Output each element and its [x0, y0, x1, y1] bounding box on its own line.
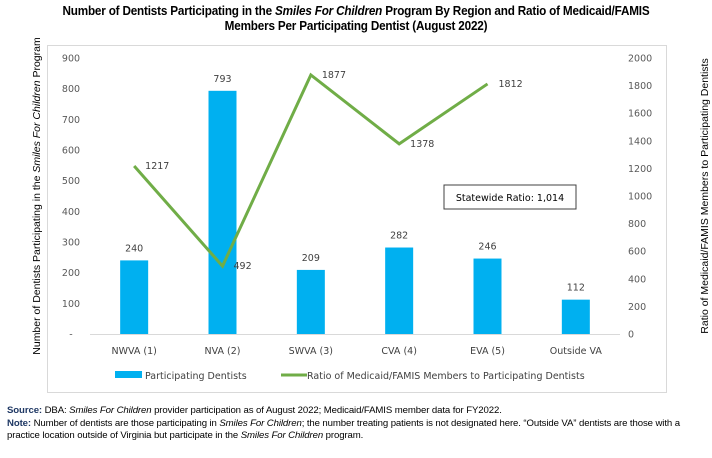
left-tick-label: 300 [62, 238, 80, 249]
source-line: Source: DBA: Smiles For Children provide… [7, 405, 707, 418]
chart-title: Number of Dentists Participating in the … [62, 4, 650, 33]
x-tick-label: CVA (4) [381, 346, 417, 357]
x-axis-ticks: NWVA (1) NVA (2) SWVA (3) CVA (4) EVA (5) Out… [111, 346, 602, 357]
line-value-label: 1378 [410, 139, 434, 150]
bar-value-label: 246 [478, 242, 496, 253]
statewide-ratio-annotation: Statewide Ratio: 1,014 [443, 184, 577, 210]
annotation-text: Statewide Ratio: 1,014 [456, 193, 564, 204]
left-axis-title-part: Number of Dentists Participating in the [31, 173, 43, 355]
source-text: DBA: Smiles For Children provider partic… [42, 405, 502, 416]
line-series [133, 72, 489, 269]
right-tick-label: 800 [628, 219, 646, 230]
bar-data-labels: 240 793 209 282 246 112 [125, 74, 585, 294]
left-axis-title: Number of Dentists Participating in the … [31, 37, 43, 355]
line-value-label: 1217 [145, 161, 169, 172]
bar [120, 260, 149, 334]
bar-value-label: 112 [567, 283, 585, 294]
bar [473, 258, 502, 334]
bar-value-label: 240 [125, 243, 143, 254]
source-label: Source: [7, 405, 43, 416]
left-tick-label: 600 [62, 146, 80, 157]
left-axis-ticks: - 100 200 300 400 500 600 700 800 900 [62, 54, 80, 341]
annotation-box [443, 184, 577, 210]
bar [208, 90, 237, 335]
right-tick-label: 400 [628, 274, 646, 285]
left-tick-label: 700 [62, 115, 80, 126]
note-text: Number of dentists are those participati… [7, 417, 680, 442]
left-axis-title-part: Smiles For Children [31, 80, 43, 172]
line-path [133, 72, 489, 269]
left-tick-label: - [69, 330, 72, 341]
x-tick-label: NVA (2) [205, 346, 241, 357]
right-tick-label: 1600 [628, 109, 652, 120]
legend-swatch-bar [115, 371, 142, 378]
bar-series [120, 90, 590, 335]
left-axis-title-part: Program [31, 37, 43, 80]
bar-value-label: 793 [213, 74, 231, 85]
right-tick-label: 1200 [628, 164, 652, 175]
left-tick-label: 900 [62, 54, 80, 65]
line-value-label: 492 [234, 261, 252, 272]
right-tick-label: 1000 [628, 192, 652, 203]
left-tick-label: 400 [62, 207, 80, 218]
note-line: Note: Number of dentists are those parti… [7, 418, 707, 443]
line-value-label: 1812 [499, 79, 523, 90]
right-tick-label: 2000 [628, 54, 652, 65]
bar [296, 269, 325, 334]
line-data-labels: 1217 492 1877 1378 1812 [145, 70, 523, 272]
left-tick-label: 500 [62, 176, 80, 187]
bar-value-label: 209 [302, 253, 320, 264]
legend-label-line: Ratio of Medicaid/FAMIS Members to Parti… [307, 371, 585, 382]
right-tick-label: 1400 [628, 136, 652, 147]
x-tick-label: NWVA (1) [111, 346, 156, 357]
line-value-label: 1877 [322, 70, 346, 81]
bar-value-label: 282 [390, 231, 408, 242]
footnotes: Source: DBA: Smiles For Children provide… [7, 405, 707, 443]
chart-frame [47, 45, 667, 393]
note-label: Note: [7, 417, 32, 429]
right-tick-label: 600 [628, 247, 646, 258]
right-axis-ticks: 0 200 400 600 800 1000 1200 1400 1600 1800 2000 [628, 54, 652, 341]
legend-label-bar: Participating Dentists [145, 371, 247, 382]
x-tick-label: SWVA (3) [289, 346, 333, 357]
x-tick-label: EVA (5) [470, 346, 505, 357]
left-tick-label: 800 [62, 84, 80, 95]
combo-chart: - 100 200 300 400 500 600 700 800 900 0 200 400 600 8… [31, 37, 711, 382]
left-tick-label: 200 [62, 268, 80, 279]
left-tick-label: 100 [62, 299, 80, 310]
legend: Participating Dentists Ratio of Medicaid… [115, 371, 585, 382]
right-axis-title: Ratio of Medicaid/FAMIS Members to Parti… [699, 58, 711, 333]
right-tick-label: 200 [628, 302, 646, 313]
right-tick-label: 0 [628, 330, 634, 341]
x-tick-label: Outside VA [550, 346, 603, 357]
bar [385, 247, 414, 334]
bar [561, 299, 590, 334]
right-tick-label: 1800 [628, 81, 652, 92]
